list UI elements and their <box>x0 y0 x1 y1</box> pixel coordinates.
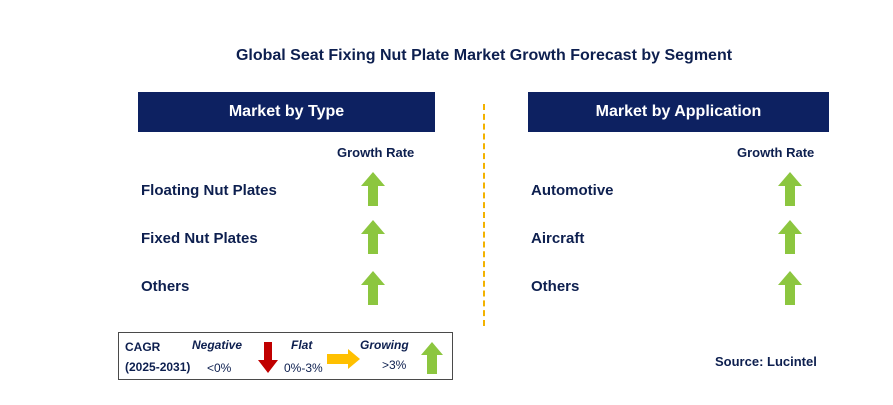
growing-arrow-icon <box>778 220 802 254</box>
growing-arrow-icon <box>421 342 443 374</box>
source-label: Source: Lucintel <box>715 354 817 369</box>
application-item-automotive: Automotive <box>531 182 614 199</box>
flat-arrow-icon <box>327 349 360 369</box>
legend-period: (2025-2031) <box>125 360 191 374</box>
negative-arrow-icon <box>258 342 278 373</box>
type-item-others: Others <box>141 278 190 295</box>
left-growth-rate-label: Growth Rate <box>337 145 415 160</box>
cagr-legend <box>118 332 453 380</box>
legend-growing-label: Growing <box>360 338 409 352</box>
legend-cagr-label: CAGR <box>125 340 161 354</box>
market-by-type-header: Market by Type <box>138 92 435 132</box>
legend-flat-label: Flat <box>291 338 313 352</box>
growing-arrow-icon <box>361 172 385 206</box>
legend-growing-value: >3% <box>382 358 407 372</box>
chart-title: Global Seat Fixing Nut Plate Market Grow… <box>235 47 733 64</box>
panel-divider <box>483 104 485 326</box>
growing-arrow-icon <box>361 220 385 254</box>
legend-negative-label: Negative <box>192 338 243 352</box>
right-growth-rate-label: Growth Rate <box>737 145 815 160</box>
application-item-aircraft: Aircraft <box>531 230 585 247</box>
legend-negative-value: <0% <box>207 361 232 375</box>
growing-arrow-icon <box>361 271 385 305</box>
legend-flat-value: 0%-3% <box>284 361 323 375</box>
type-item-fixed-nut-plates: Fixed Nut Plates <box>141 230 258 247</box>
type-item-floating-nut-plates: Floating Nut Plates <box>141 182 277 199</box>
growing-arrow-icon <box>778 271 802 305</box>
market-by-application-header: Market by Application <box>528 92 829 132</box>
growing-arrow-icon <box>778 172 802 206</box>
application-item-others: Others <box>531 278 580 295</box>
